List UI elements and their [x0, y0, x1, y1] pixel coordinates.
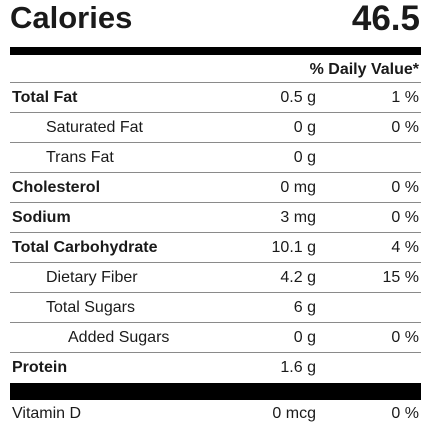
nutrient-name: Total Fat: [12, 89, 78, 106]
nutrient-amount: 6 g: [293, 299, 316, 316]
nutrient-daily-value: 0 %: [391, 119, 419, 136]
heavy-divider: [10, 383, 421, 400]
nutrient-row-dietary-fiber: Dietary Fiber 4.2 g 15 %: [10, 263, 421, 293]
nutrient-amount: 0 mg: [280, 179, 316, 196]
vitamin-daily-value: 0 %: [391, 405, 419, 422]
nutrient-amount: 10.1 g: [271, 239, 316, 256]
nutrient-amount: 4.2 g: [280, 269, 316, 286]
nutrient-amount: 0 g: [293, 119, 316, 136]
nutrient-amount: 1.6 g: [280, 359, 316, 376]
nutrient-row-total-sugars: Total Sugars 6 g: [10, 293, 421, 323]
nutrient-name: Total Sugars: [46, 299, 135, 316]
nutrient-daily-value: 4 %: [391, 239, 419, 256]
nutrient-daily-value: 0 %: [391, 329, 419, 346]
nutrient-name: Total Carbohydrate: [12, 239, 158, 256]
thick-divider: [10, 47, 421, 55]
nutrient-name: Dietary Fiber: [46, 269, 138, 286]
nutrient-name: Cholesterol: [12, 179, 101, 196]
nutrient-amount: 0.5 g: [280, 89, 316, 106]
nutrient-row-added-sugars: Added Sugars 0 g 0 %: [10, 323, 421, 353]
nutrient-amount: 3 mg: [280, 209, 316, 226]
nutrient-name: Protein: [12, 359, 68, 376]
nutrient-amount: 0 g: [293, 149, 316, 166]
vitamin-name: Vitamin D: [12, 405, 82, 422]
nutrient-row-protein: Protein 1.6 g: [10, 353, 421, 383]
nutrient-row-cholesterol: Cholesterol 0 mg 0 %: [10, 173, 421, 203]
nutrient-daily-value: 0 %: [391, 209, 419, 226]
nutrient-name: Added Sugars: [68, 329, 170, 346]
nutrient-amount: 0 g: [293, 329, 316, 346]
nutrient-name: Trans Fat: [46, 149, 114, 166]
nutrition-facts-panel: Calories 46.5 % Daily Value* Total Fat 0…: [10, 0, 421, 428]
nutrient-name: Saturated Fat: [46, 119, 143, 136]
nutrient-name: Sodium: [12, 209, 71, 226]
vitamin-row-vitamin-d: Vitamin D 0 mcg 0 %: [10, 400, 421, 428]
nutrient-row-saturated-fat: Saturated Fat 0 g 0 %: [10, 113, 421, 143]
nutrient-row-total-fat: Total Fat 0.5 g 1 %: [10, 83, 421, 113]
nutrient-row-sodium: Sodium 3 mg 0 %: [10, 203, 421, 233]
nutrient-daily-value: 1 %: [391, 89, 419, 106]
daily-value-header-row: % Daily Value*: [10, 55, 421, 83]
nutrient-row-total-carbohydrate: Total Carbohydrate 10.1 g 4 %: [10, 233, 421, 263]
nutrient-row-trans-fat: Trans Fat 0 g: [10, 143, 421, 173]
calories-label: Calories: [10, 0, 133, 35]
nutrient-daily-value: 0 %: [391, 179, 419, 196]
vitamin-amount: 0 mcg: [272, 405, 316, 422]
daily-value-header: % Daily Value*: [309, 61, 419, 78]
nutrient-daily-value: 15 %: [382, 269, 419, 286]
calories-value: 46.5: [351, 0, 420, 38]
calories-row: Calories 46.5: [10, 0, 421, 47]
